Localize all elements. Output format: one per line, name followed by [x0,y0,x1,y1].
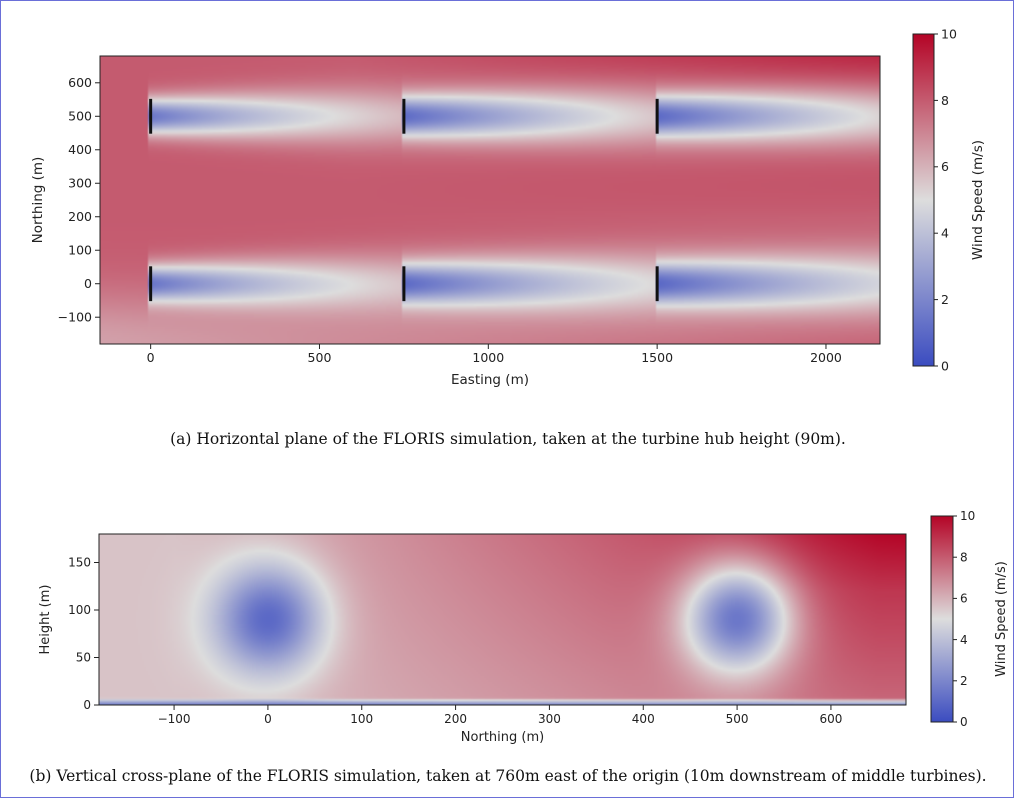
y-tick-label: 400 [68,142,92,157]
x-tick-label: 500 [726,712,749,726]
colorbar-tick-label: 10 [960,509,975,523]
chart-1: −100 0 100 200 300 400 500 600050100150Northing… [38,509,1009,745]
colorbar [930,515,954,723]
x-axis-label: Northing (m) [461,730,544,745]
chart-0: 0 500 1000 1500 2000−1000100200300400500600E… [30,26,986,388]
heatmap-field-1 [99,534,906,705]
y-tick-label: 300 [68,176,92,191]
x-tick-label: 400 [632,712,655,726]
colorbar [912,33,935,367]
y-tick-label: 150 [68,556,91,570]
colorbar-label: Wind Speed (m/s) [970,140,986,260]
x-tick-label: 500 [308,350,332,365]
colorbar-tick-label: 2 [941,292,949,307]
colorbar-tick-label: 6 [941,159,949,174]
plot-frame-1 [98,533,907,706]
colorbar-tick-label: 8 [941,93,949,108]
colorbar-tick-label: 8 [960,550,968,564]
colorbar-tick-label: 6 [960,592,968,606]
colorbar-tick-label: 4 [960,633,968,647]
y-tick-label: 600 [68,75,92,90]
x-tick-label: 0 [264,712,272,726]
y-tick-label: 50 [76,651,91,665]
x-tick-label: −100 [158,712,191,726]
x-tick-label: 600 [819,712,842,726]
caption-b: (b) Vertical cross-plane of the FLORIS s… [29,767,987,785]
y-tick-label: 200 [68,209,92,224]
y-tick-label: −100 [58,310,92,325]
y-tick-label: 0 [84,276,92,291]
colorbar-tick-label: 0 [941,358,949,373]
plot-frame-0 [99,55,881,345]
colorbar-label: Wind Speed (m/s) [994,561,1009,677]
y-tick-label: 0 [83,698,91,712]
y-axis-label: Northing (m) [30,157,46,244]
x-axis-label: Easting (m) [451,372,529,388]
colorbar-tick-label: 0 [960,715,968,729]
x-tick-label: 1000 [472,350,504,365]
y-axis-label: Height (m) [38,585,53,655]
x-tick-label: 1500 [641,350,673,365]
x-tick-label: 300 [538,712,561,726]
y-tick-label: 100 [68,243,92,258]
x-tick-label: 100 [350,712,373,726]
x-tick-label: 2000 [810,350,842,365]
heatmap-field-0 [100,56,880,344]
caption-a: (a) Horizontal plane of the FLORIS simul… [170,430,846,448]
x-tick-label: 0 [147,350,155,365]
colorbar-tick-label: 4 [941,226,949,241]
y-tick-label: 500 [68,109,92,124]
y-tick-label: 100 [68,603,91,617]
x-tick-label: 200 [444,712,467,726]
colorbar-tick-label: 10 [941,26,957,41]
colorbar-tick-label: 2 [960,674,968,688]
